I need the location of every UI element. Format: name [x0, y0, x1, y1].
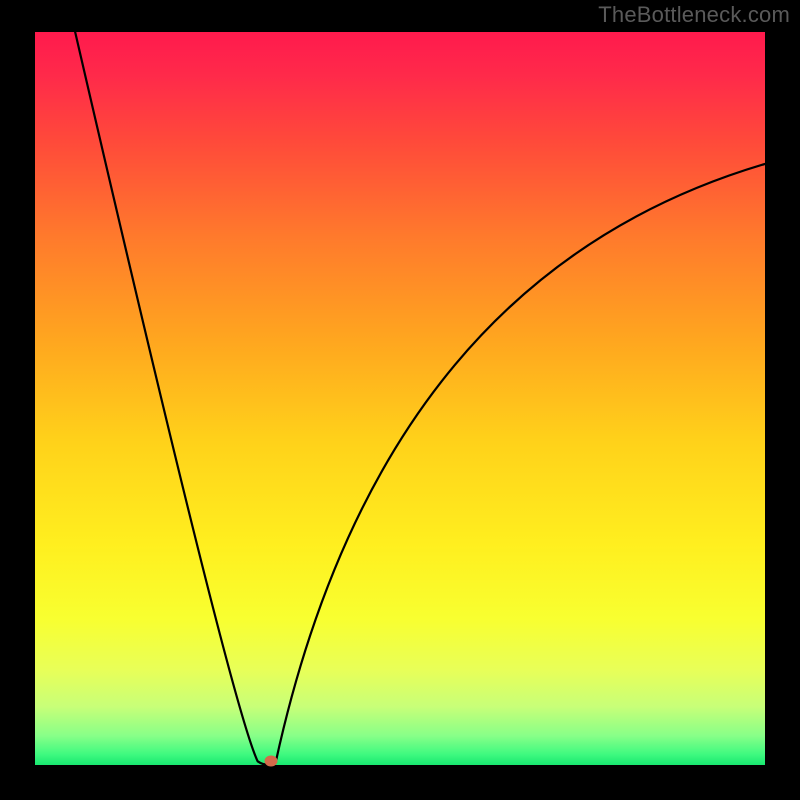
optimum-marker-icon: [264, 755, 277, 766]
curve-path: [75, 32, 765, 765]
watermark-text: TheBottleneck.com: [598, 2, 790, 28]
bottleneck-curve: [35, 32, 765, 765]
plot-area: [35, 32, 765, 765]
